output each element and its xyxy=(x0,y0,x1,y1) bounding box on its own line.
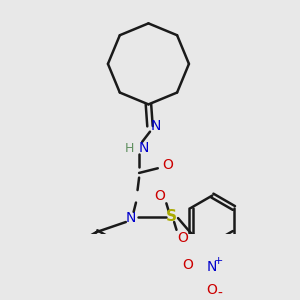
Text: O: O xyxy=(155,188,166,203)
Text: H: H xyxy=(125,142,134,154)
Text: N: N xyxy=(150,119,161,133)
Text: S: S xyxy=(166,209,177,224)
Text: O: O xyxy=(177,231,188,244)
Text: N: N xyxy=(126,211,136,225)
Text: +: + xyxy=(214,256,223,266)
Text: N: N xyxy=(139,141,149,155)
Text: -: - xyxy=(217,287,222,300)
Text: N: N xyxy=(206,260,217,274)
Text: O: O xyxy=(182,258,193,272)
Text: O: O xyxy=(163,158,173,172)
Text: O: O xyxy=(206,283,217,297)
